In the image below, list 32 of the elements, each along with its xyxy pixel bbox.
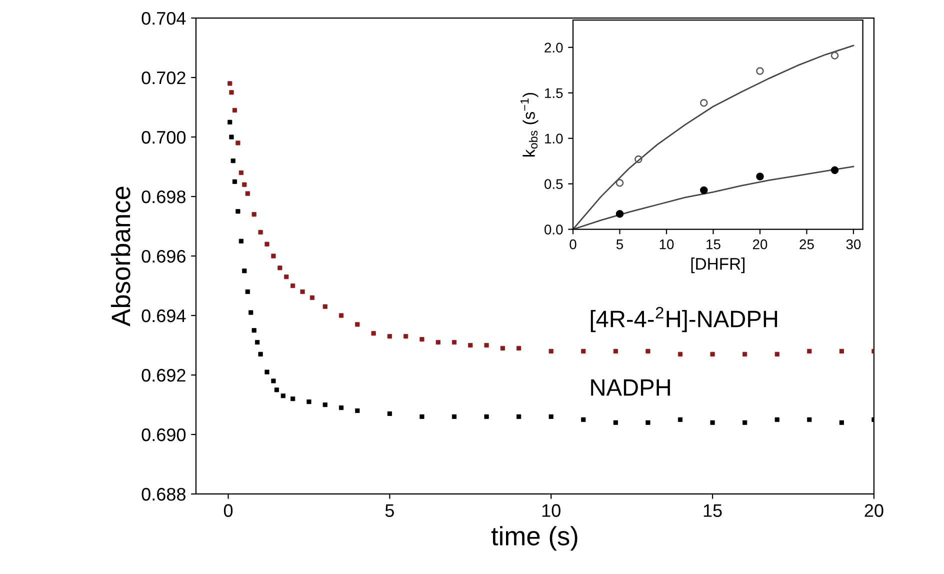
y-tick-label: 0.5 <box>544 179 563 189</box>
x-tick-label: 30 <box>846 239 861 250</box>
series-label: [4R-4-$^{2}$H]-NADPH <box>590 306 778 332</box>
y-tick-label: 0.696 <box>142 250 186 263</box>
x-tick-label: 25 <box>800 239 814 250</box>
x-tick-label: 15 <box>704 504 722 517</box>
y-tick-label: 0.692 <box>142 368 186 382</box>
x-tick-label: 5 <box>385 504 394 517</box>
y-tick-label: 0.700 <box>142 130 186 144</box>
y-tick-label: 0.0 <box>544 224 563 234</box>
x-tick-label: 10 <box>660 239 674 250</box>
y-tick-label: 1.0 <box>545 134 563 144</box>
x-tick-label: 20 <box>864 504 884 517</box>
y-axis-title: Absorbance <box>110 186 130 326</box>
y-tick-label: 2.0 <box>544 42 563 53</box>
y-tick-label: 0.702 <box>142 71 186 84</box>
y-tick-label: 1.5 <box>545 88 563 98</box>
y-tick-label: 0.704 <box>142 12 186 25</box>
y-tick-label: 0.694 <box>142 309 186 322</box>
x-tick-label: 15 <box>706 240 720 250</box>
y-tick-label: 0.690 <box>142 428 186 442</box>
x-axis-title: [DHFR] <box>691 258 744 274</box>
x-tick-label: 10 <box>542 504 560 517</box>
x-tick-label: 5 <box>616 240 624 250</box>
x-tick-label: 0 <box>570 239 576 250</box>
x-tick-label: 20 <box>752 239 768 250</box>
series-label: NADPH <box>591 379 670 396</box>
y-axis-title: k$_{obs}$ (s$^{−1}$) <box>520 92 538 156</box>
x-axis-title: time (s) <box>491 526 578 551</box>
x-tick-label: 0 <box>224 504 233 517</box>
y-tick-label: 0.698 <box>142 190 186 204</box>
y-tick-label: 0.688 <box>142 488 186 501</box>
